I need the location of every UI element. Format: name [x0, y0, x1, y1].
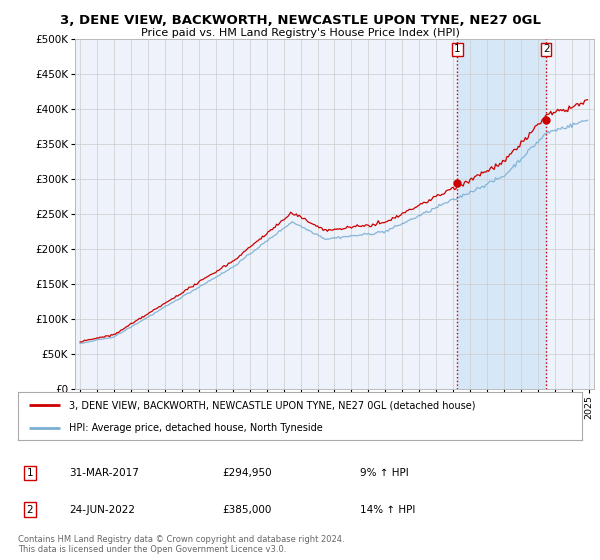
Text: £294,950: £294,950 [222, 468, 272, 478]
Text: HPI: Average price, detached house, North Tyneside: HPI: Average price, detached house, Nort… [69, 423, 323, 433]
Text: 2: 2 [543, 44, 550, 54]
Text: 31-MAR-2017: 31-MAR-2017 [69, 468, 139, 478]
Text: 3, DENE VIEW, BACKWORTH, NEWCASTLE UPON TYNE, NE27 0GL (detached house): 3, DENE VIEW, BACKWORTH, NEWCASTLE UPON … [69, 400, 475, 410]
Text: 9% ↑ HPI: 9% ↑ HPI [360, 468, 409, 478]
Text: Contains HM Land Registry data © Crown copyright and database right 2024.
This d: Contains HM Land Registry data © Crown c… [18, 535, 344, 554]
Text: 1: 1 [26, 468, 34, 478]
Text: 2: 2 [26, 505, 34, 515]
Text: £385,000: £385,000 [222, 505, 271, 515]
Text: 24-JUN-2022: 24-JUN-2022 [69, 505, 135, 515]
Text: 3, DENE VIEW, BACKWORTH, NEWCASTLE UPON TYNE, NE27 0GL: 3, DENE VIEW, BACKWORTH, NEWCASTLE UPON … [59, 14, 541, 27]
Bar [457, 39, 546, 389]
Text: Price paid vs. HM Land Registry's House Price Index (HPI): Price paid vs. HM Land Registry's House … [140, 28, 460, 38]
Text: 14% ↑ HPI: 14% ↑ HPI [360, 505, 415, 515]
Text: 1: 1 [454, 44, 461, 54]
